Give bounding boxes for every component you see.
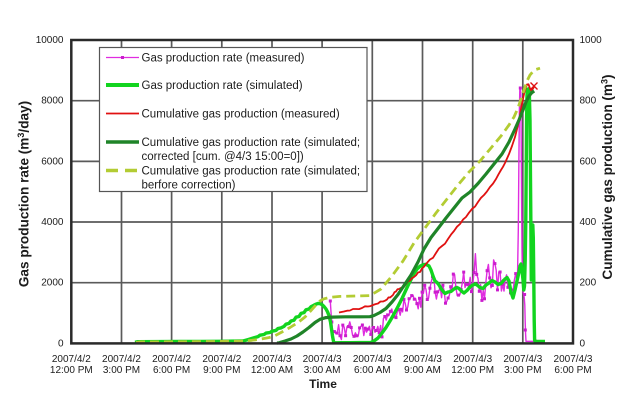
svg-text:3:00 PM: 3:00 PM (103, 365, 140, 376)
svg-text:berfore correction): berfore correction) (142, 179, 236, 191)
svg-text:2000: 2000 (41, 278, 64, 289)
svg-text:4000: 4000 (41, 217, 64, 228)
svg-text:800: 800 (580, 96, 597, 107)
svg-text:Gas production rate (m3/day): Gas production rate (m3/day) (16, 101, 32, 287)
svg-text:Cumulative gas production (m3): Cumulative gas production (m3) (600, 74, 616, 279)
svg-text:200: 200 (580, 278, 597, 289)
svg-text:6:00 PM: 6:00 PM (554, 365, 591, 376)
svg-text:400: 400 (580, 217, 597, 228)
svg-text:9:00 PM: 9:00 PM (203, 365, 240, 376)
svg-text:2007/4/3: 2007/4/3 (253, 354, 292, 365)
svg-text:12:00 PM: 12:00 PM (451, 365, 494, 376)
svg-text:12:00 AM: 12:00 AM (251, 365, 293, 376)
svg-text:2007/4/3: 2007/4/3 (403, 354, 442, 365)
svg-text:2007/4/3: 2007/4/3 (503, 354, 542, 365)
svg-text:600: 600 (580, 156, 597, 167)
svg-text:10000: 10000 (36, 35, 64, 46)
svg-text:2007/4/2: 2007/4/2 (152, 354, 191, 365)
svg-text:2007/4/2: 2007/4/2 (202, 354, 241, 365)
svg-text:Cumulative gas production rate: Cumulative gas production rate (simulate… (142, 166, 361, 178)
svg-text:Cumulative gas production rate: Cumulative gas production rate (simulate… (142, 137, 361, 149)
svg-text:2007/4/3: 2007/4/3 (303, 354, 342, 365)
svg-text:0: 0 (580, 338, 586, 349)
svg-text:3:00 PM: 3:00 PM (504, 365, 541, 376)
svg-text:2007/4/2: 2007/4/2 (102, 354, 141, 365)
svg-text:Cumulative gas production (mea: Cumulative gas production (measured) (142, 109, 340, 121)
svg-text:3:00 AM: 3:00 AM (304, 365, 341, 376)
svg-text:8000: 8000 (41, 96, 64, 107)
svg-text:0: 0 (58, 338, 64, 349)
svg-text:2007/4/3: 2007/4/3 (554, 354, 593, 365)
svg-text:2007/4/2: 2007/4/2 (52, 354, 91, 365)
svg-text:Gas production rate (simulated: Gas production rate (simulated) (142, 80, 303, 92)
svg-text:6:00 AM: 6:00 AM (354, 365, 391, 376)
svg-text:Time: Time (309, 377, 337, 391)
svg-text:12:00 PM: 12:00 PM (50, 365, 93, 376)
svg-text:6000: 6000 (41, 156, 64, 167)
svg-text:6:00 PM: 6:00 PM (153, 365, 190, 376)
svg-text:2007/4/3: 2007/4/3 (453, 354, 492, 365)
svg-text:1000: 1000 (580, 35, 603, 46)
svg-text:2007/4/3: 2007/4/3 (353, 354, 392, 365)
svg-text:9:00 AM: 9:00 AM (404, 365, 441, 376)
svg-text:corrected [cum. @4/3 15:00=0]): corrected [cum. @4/3 15:00=0]) (142, 151, 304, 163)
svg-text:Gas production rate (measured): Gas production rate (measured) (142, 53, 305, 65)
